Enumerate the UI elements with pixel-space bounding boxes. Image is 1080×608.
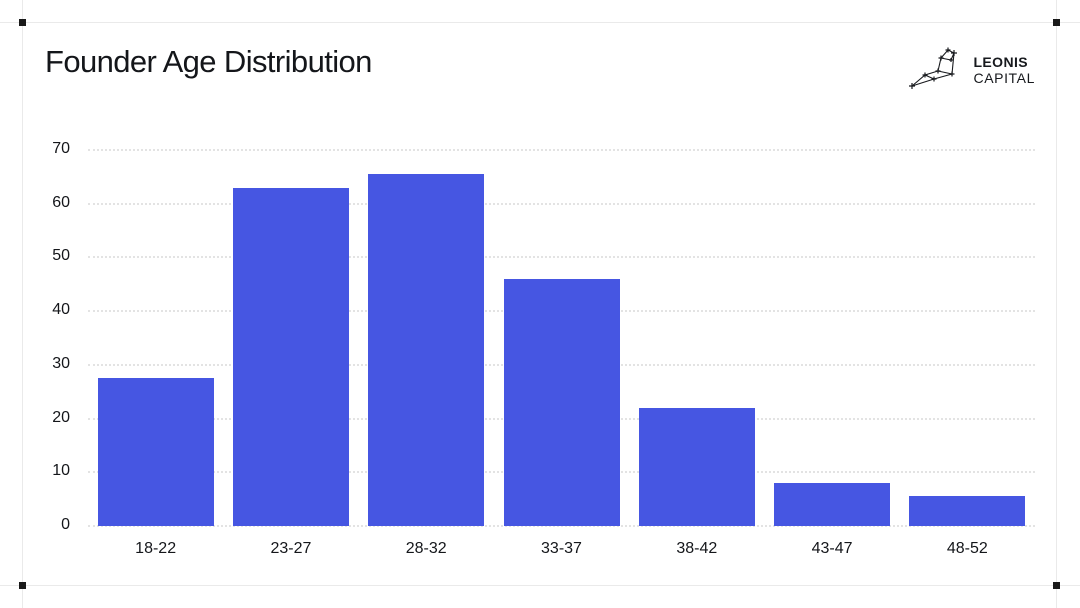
gridline-y-60 [88, 202, 1035, 205]
frame-line-right [1056, 0, 1057, 608]
y-axis-tick-label: 0 [61, 516, 70, 533]
frame-handle-top-left[interactable] [19, 19, 26, 26]
x-axis-tick-label: 48-52 [946, 540, 988, 557]
bar-48-52 [909, 496, 1026, 526]
logo-line1: LEONIS [973, 54, 1029, 71]
frame-handle-top-right[interactable] [1053, 19, 1060, 26]
x-axis-tick-label: 38-42 [676, 540, 718, 557]
y-axis-tick-label: 70 [52, 140, 70, 157]
bar-28-32 [368, 174, 485, 526]
y-axis-tick-label: 40 [52, 301, 70, 319]
gridline-y-0 [88, 525, 1035, 527]
logo-line2: CAPITAL [973, 69, 1035, 86]
x-axis-tick-label: 23-27 [270, 540, 312, 557]
logo-wordmark: LEONIS CAPITAL [973, 55, 1035, 85]
gridline-y-50 [88, 256, 1035, 259]
frame-handle-bottom-right[interactable] [1053, 582, 1060, 589]
frame-line-bottom [0, 585, 1080, 586]
y-axis-tick-label: 20 [52, 408, 70, 426]
x-axis-tick-label: 33-37 [541, 540, 582, 557]
gridline-y-70 [88, 149, 1035, 151]
bar-18-22 [97, 378, 214, 526]
y-axis-tick-label: 50 [52, 247, 70, 265]
leo-constellation-icon [908, 44, 966, 97]
frame-line-left [22, 0, 23, 608]
y-axis-tick-label: 60 [52, 193, 70, 211]
bar-43-47 [774, 483, 891, 526]
page-title: Founder Age Distribution [45, 44, 372, 79]
x-axis-tick-label: 28-32 [405, 540, 447, 557]
y-axis-tick-label: 10 [52, 462, 70, 480]
x-axis-tick-label: 43-47 [811, 540, 853, 557]
leonis-capital-logo: LEONIS CAPITAL [908, 44, 1035, 97]
frame-line-top [0, 22, 1080, 23]
bar-33-37 [503, 278, 620, 526]
y-axis-tick-label: 30 [52, 354, 70, 372]
bar-38-42 [638, 407, 755, 526]
frame-handle-bottom-left[interactable] [19, 582, 26, 589]
bar-23-27 [232, 187, 349, 526]
x-axis-tick-label: 18-22 [135, 540, 177, 557]
